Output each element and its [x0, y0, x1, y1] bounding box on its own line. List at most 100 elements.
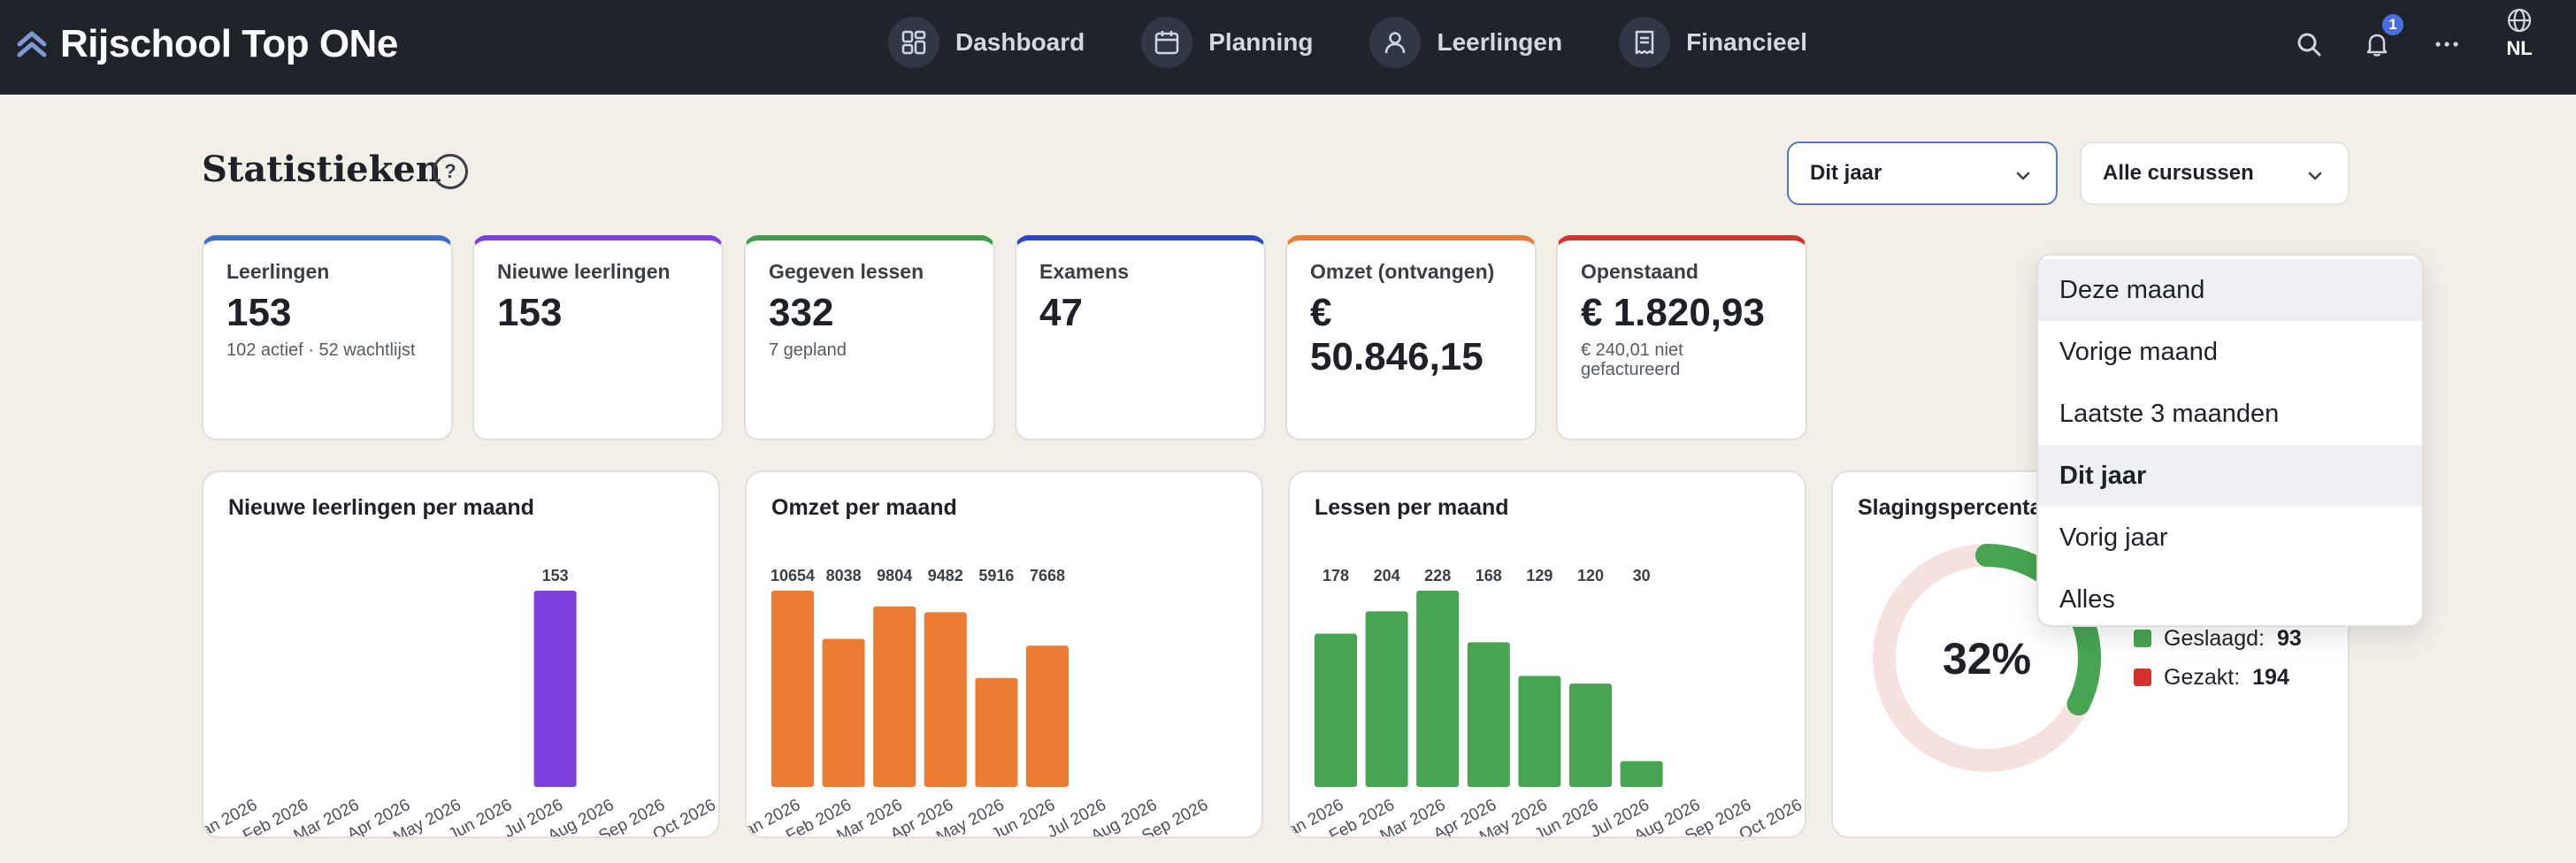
brand[interactable]: Rijschool Top ONe [16, 18, 398, 71]
data-label: 9482 [928, 567, 963, 584]
nav-financieel[interactable]: Financieel [1619, 16, 1807, 69]
calendar-icon [1141, 17, 1193, 68]
more-horizontal-icon [2435, 42, 2458, 47]
legend-row-passed: Geslaagd: 93 [2134, 619, 2302, 658]
top-navigation-bar: Rijschool Top ONe Dashboard Planning Lee… [0, 0, 2576, 95]
kpi-label: Nieuwe leerlingen [497, 260, 671, 283]
data-label: 10654 [770, 567, 815, 584]
dropdown-item-deze-maand[interactable]: Deze maand [2038, 259, 2422, 321]
kpi-card-omzet: Omzet (ontvangen) € 50.846,15 [1285, 235, 1537, 440]
course-select-value: Alle cursussen [2103, 161, 2254, 185]
main-nav: Dashboard Planning Leerlingen Financieel [888, 16, 1807, 69]
legend-label: Gezakt: [2164, 664, 2241, 690]
language-label: NL [2506, 37, 2533, 59]
data-label: 153 [542, 567, 569, 584]
bell-icon [2366, 34, 2388, 57]
data-label: 228 [1424, 567, 1451, 584]
chart-card-new-students: Nieuwe leerlingen per maand Jan 2026 Feb … [202, 470, 720, 838]
data-label: 178 [1322, 567, 1349, 584]
nav-dashboard-label: Dashboard [955, 28, 1085, 56]
bar [1026, 645, 1069, 787]
nav-dashboard[interactable]: Dashboard [888, 16, 1085, 69]
kpi-value: 153 [226, 291, 292, 334]
legend-value: 194 [2252, 664, 2289, 690]
dashboard-icon [888, 17, 939, 68]
nav-leerlingen[interactable]: Leerlingen [1369, 16, 1562, 69]
bar [533, 591, 577, 787]
kpi-value: 153 [497, 291, 563, 334]
chart-card-lessons: Lessen per maand 178 Jan 2026 204 Feb 2026 2… [1288, 470, 1806, 838]
bar [924, 612, 967, 787]
bar [975, 677, 1018, 787]
period-dropdown-menu: Deze maand Vorige maand Laatste 3 maande… [2036, 254, 2424, 627]
bar [1620, 760, 1663, 787]
kpi-label: Openstaand [1581, 260, 1698, 283]
receipt-icon [1619, 17, 1671, 68]
dropdown-item-dit-jaar[interactable]: Dit jaar [2038, 445, 2422, 507]
dropdown-item-vorige-maand[interactable]: Vorige maand [2059, 337, 2218, 366]
bar [1467, 642, 1510, 787]
chart-title: Lessen per maand [1315, 495, 1509, 520]
kpi-subtext: € 240,01 niet gefactureerd [1581, 340, 1683, 379]
pass-rate-legend: Geslaagd: 93 Gezakt: 194 [2134, 619, 2302, 697]
chart-title: Slagingspercentage [1858, 495, 2068, 520]
brand-title: Rijschool Top ONe [60, 22, 398, 65]
kpi-card-leerlingen: Leerlingen 153 102 actief · 52 wachtlijs… [202, 235, 453, 440]
user-icon [1369, 17, 1422, 68]
kpi-subtext: 7 gepland [769, 340, 847, 360]
kpi-label: Leerlingen [226, 260, 330, 283]
data-label: 30 [1633, 567, 1651, 584]
kpi-card-nieuwe-leerlingen: Nieuwe leerlingen 153 [472, 235, 724, 440]
bar [1569, 684, 1612, 787]
legend-row-failed: Gezakt: 194 [2134, 658, 2302, 697]
more-button[interactable] [2427, 25, 2466, 64]
nav-leerlingen-label: Leerlingen [1437, 28, 1563, 56]
page-title: Statistieken [202, 149, 441, 190]
data-label: 7668 [1030, 567, 1065, 584]
bar [1365, 611, 1408, 787]
search-button[interactable] [2289, 25, 2328, 64]
data-label: 129 [1526, 567, 1552, 584]
nav-financieel-label: Financieel [1686, 28, 1808, 56]
course-select[interactable]: Alle cursussen [2080, 141, 2350, 205]
data-label: 168 [1476, 567, 1502, 584]
legend-value: 93 [2276, 625, 2302, 651]
chart-title: Omzet per maand [771, 495, 957, 520]
kpi-value: € 50.846,15 [1310, 291, 1484, 378]
data-label: 204 [1374, 567, 1400, 584]
dropdown-item-laatste-3-maanden[interactable]: Laatste 3 maanden [2059, 399, 2280, 428]
donut-slice-passed [1873, 544, 2101, 772]
dropdown-item-alles[interactable]: Alles [2059, 584, 2115, 614]
globe-icon [2507, 8, 2532, 33]
kpi-subtext: 102 actief · 52 wachtlijst [226, 340, 416, 360]
data-label: 8038 [826, 567, 862, 584]
kpi-label: Omzet (ontvangen) [1310, 260, 1495, 283]
bar [822, 638, 865, 787]
pass-rate-donut-chart: 32% [1873, 544, 2101, 772]
chevron-down-icon [2308, 172, 2322, 180]
bar [873, 606, 916, 787]
kpi-card-gegeven-lessen: Gegeven lessen 332 7 gepland [744, 235, 995, 440]
chevron-down-icon [2016, 172, 2030, 180]
kpi-value: € 1.820,93 [1581, 291, 1765, 334]
chart-title: Nieuwe leerlingen per maand [228, 495, 534, 520]
search-icon [2297, 33, 2321, 57]
bar [1518, 676, 1561, 787]
notification-badge: 1 [2380, 12, 2405, 37]
dropdown-item-vorig-jaar[interactable]: Vorig jaar [2059, 523, 2168, 552]
period-select[interactable]: Dit jaar [1787, 141, 2058, 205]
kpi-label: Examens [1039, 260, 1130, 283]
help-icon[interactable]: ? [433, 154, 468, 189]
bar [771, 591, 814, 787]
double-chevron-up-icon [17, 31, 47, 57]
data-label: 5916 [978, 567, 1014, 584]
language-switcher[interactable]: NL [2495, 7, 2544, 60]
kpi-value: 47 [1039, 291, 1083, 334]
legend-label: Geslaagd: [2164, 625, 2265, 651]
legend-swatch [2134, 630, 2151, 647]
bar [1315, 633, 1357, 787]
nav-planning[interactable]: Planning [1141, 16, 1313, 69]
notifications-button[interactable]: 1 [2358, 12, 2405, 64]
